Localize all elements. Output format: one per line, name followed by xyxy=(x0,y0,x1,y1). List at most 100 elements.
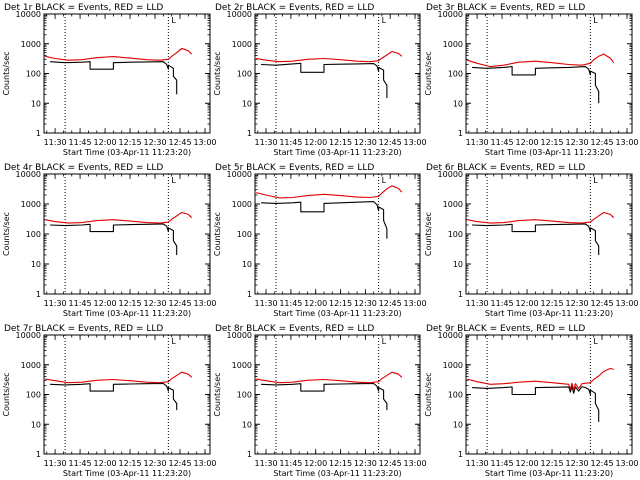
flag-label: L xyxy=(382,16,387,25)
x-tick-label: 13:00 xyxy=(193,299,216,308)
y-tick-label: 10000 xyxy=(438,170,463,179)
chart-panel-3: Det 3r BLACK = Events, RED = LLD 1 10 100 10… xyxy=(424,3,639,157)
x-axis-label: Start Time (03-Apr-11 11:23:20) xyxy=(63,469,191,478)
x-tick-label: 11:45 xyxy=(491,459,514,468)
series-line-events xyxy=(472,66,600,104)
y-tick-label: 10 xyxy=(31,420,41,429)
flag-label: L xyxy=(171,337,176,346)
plot-frame xyxy=(43,13,211,134)
x-axis-label: Start Time (03-Apr-11 11:23:20) xyxy=(485,469,613,478)
flag-label: L xyxy=(593,337,598,346)
x-tick-label: 12:15 xyxy=(119,138,142,147)
y-tick-label: 10 xyxy=(453,420,463,429)
x-tick-label: 12:00 xyxy=(304,299,327,308)
y-tick-label: 1000 xyxy=(443,200,463,209)
series-line-lld xyxy=(466,53,615,68)
x-tick-label: 11:45 xyxy=(279,138,302,147)
x-tick-label: 11:30 xyxy=(255,138,278,147)
x-tick-label: 11:30 xyxy=(44,299,67,308)
x-tick-label: 12:15 xyxy=(541,299,564,308)
y-tick-label: 100 xyxy=(237,70,252,79)
y-tick-label: 10000 xyxy=(227,331,252,340)
series-line-events xyxy=(50,61,178,95)
y-tick-label: 10 xyxy=(453,99,463,108)
y-tick-label: 10000 xyxy=(16,10,41,19)
x-tick-label: 12:00 xyxy=(94,459,117,468)
x-tick-label: 12:00 xyxy=(94,138,117,147)
y-tick-label: 1 xyxy=(458,129,463,138)
y-axis-label: Counts/sec xyxy=(424,372,433,416)
y-tick-label: 10000 xyxy=(16,170,41,179)
y-axis-label: Counts/sec xyxy=(213,372,222,416)
flag-label: L xyxy=(382,176,387,185)
plot-frame xyxy=(254,173,421,295)
series-line-lld xyxy=(44,211,193,224)
flag-label: L xyxy=(593,176,598,185)
panel-title: Det 9r BLACK = Events, RED = LLD xyxy=(426,324,585,334)
x-axis-label: Start Time (03-Apr-11 11:23:20) xyxy=(63,309,191,318)
x-tick-label: 12:30 xyxy=(566,299,589,308)
y-tick-label: 1 xyxy=(247,129,252,138)
y-tick-label: 1000 xyxy=(21,200,41,209)
y-tick-label: 10000 xyxy=(16,331,41,340)
x-tick-label: 11:45 xyxy=(279,459,302,468)
x-tick-label: 12:45 xyxy=(379,459,402,468)
x-axis-label: Start Time (03-Apr-11 11:23:20) xyxy=(273,148,401,157)
y-tick-label: 100 xyxy=(26,230,41,239)
series-line-lld xyxy=(256,371,403,384)
y-tick-label: 1000 xyxy=(232,361,252,370)
x-tick-label: 12:15 xyxy=(541,138,564,147)
x-tick-label: 12:30 xyxy=(144,299,167,308)
x-tick-label: 12:00 xyxy=(304,459,327,468)
x-axis-label: Start Time (03-Apr-11 11:23:20) xyxy=(485,309,613,318)
plot-frame xyxy=(43,334,211,455)
y-tick-label: 100 xyxy=(448,70,463,79)
x-tick-label: 12:45 xyxy=(379,299,402,308)
x-tick-label: 12:00 xyxy=(304,138,327,147)
y-tick-label: 1 xyxy=(36,290,41,299)
y-axis-label: Counts/sec xyxy=(2,212,11,256)
series-line-events xyxy=(472,223,600,255)
x-tick-label: 12:45 xyxy=(168,459,191,468)
series-line-lld xyxy=(466,211,615,224)
x-tick-label: 11:30 xyxy=(466,459,489,468)
y-tick-label: 1 xyxy=(247,450,252,459)
flag-label: L xyxy=(171,176,176,185)
y-tick-label: 1 xyxy=(36,450,41,459)
y-tick-label: 1000 xyxy=(21,40,41,49)
chart-panel-5: Det 5r BLACK = Events, RED = LLD 1 10 100 10… xyxy=(213,163,427,318)
x-tick-label: 12:00 xyxy=(94,299,117,308)
series-line-events xyxy=(50,382,178,411)
x-tick-label: 11:30 xyxy=(44,459,67,468)
y-tick-label: 100 xyxy=(448,230,463,239)
x-tick-label: 11:45 xyxy=(69,138,92,147)
x-tick-label: 11:30 xyxy=(466,138,489,147)
x-axis-label: Start Time (03-Apr-11 11:23:20) xyxy=(273,309,401,318)
y-axis-label: Counts/sec xyxy=(213,212,222,256)
x-tick-label: 11:45 xyxy=(491,299,514,308)
x-tick-label: 12:15 xyxy=(541,459,564,468)
chart-panel-8: Det 8r BLACK = Events, RED = LLD 1 10 100 10… xyxy=(213,324,427,478)
x-tick-label: 11:30 xyxy=(466,299,489,308)
y-tick-label: 10 xyxy=(31,260,41,269)
plot-frame xyxy=(254,334,421,455)
panel-title: Det 6r BLACK = Events, RED = LLD xyxy=(426,163,585,173)
series-line-events xyxy=(261,201,388,239)
x-tick-label: 13:00 xyxy=(193,138,216,147)
x-tick-label: 13:00 xyxy=(404,459,427,468)
x-tick-label: 11:45 xyxy=(279,299,302,308)
y-tick-label: 1000 xyxy=(232,200,252,209)
panel-title: Det 1r BLACK = Events, RED = LLD xyxy=(4,3,163,13)
x-tick-label: 12:45 xyxy=(590,299,613,308)
x-tick-label: 12:45 xyxy=(168,138,191,147)
y-axis-label: Counts/sec xyxy=(424,51,433,95)
y-tick-label: 10000 xyxy=(227,10,252,19)
x-tick-label: 13:00 xyxy=(404,299,427,308)
series-line-lld xyxy=(466,367,614,391)
y-tick-label: 10 xyxy=(242,420,252,429)
y-tick-label: 10 xyxy=(453,260,463,269)
x-tick-label: 12:00 xyxy=(516,459,539,468)
y-tick-label: 1 xyxy=(36,129,41,138)
y-tick-label: 1000 xyxy=(232,40,252,49)
